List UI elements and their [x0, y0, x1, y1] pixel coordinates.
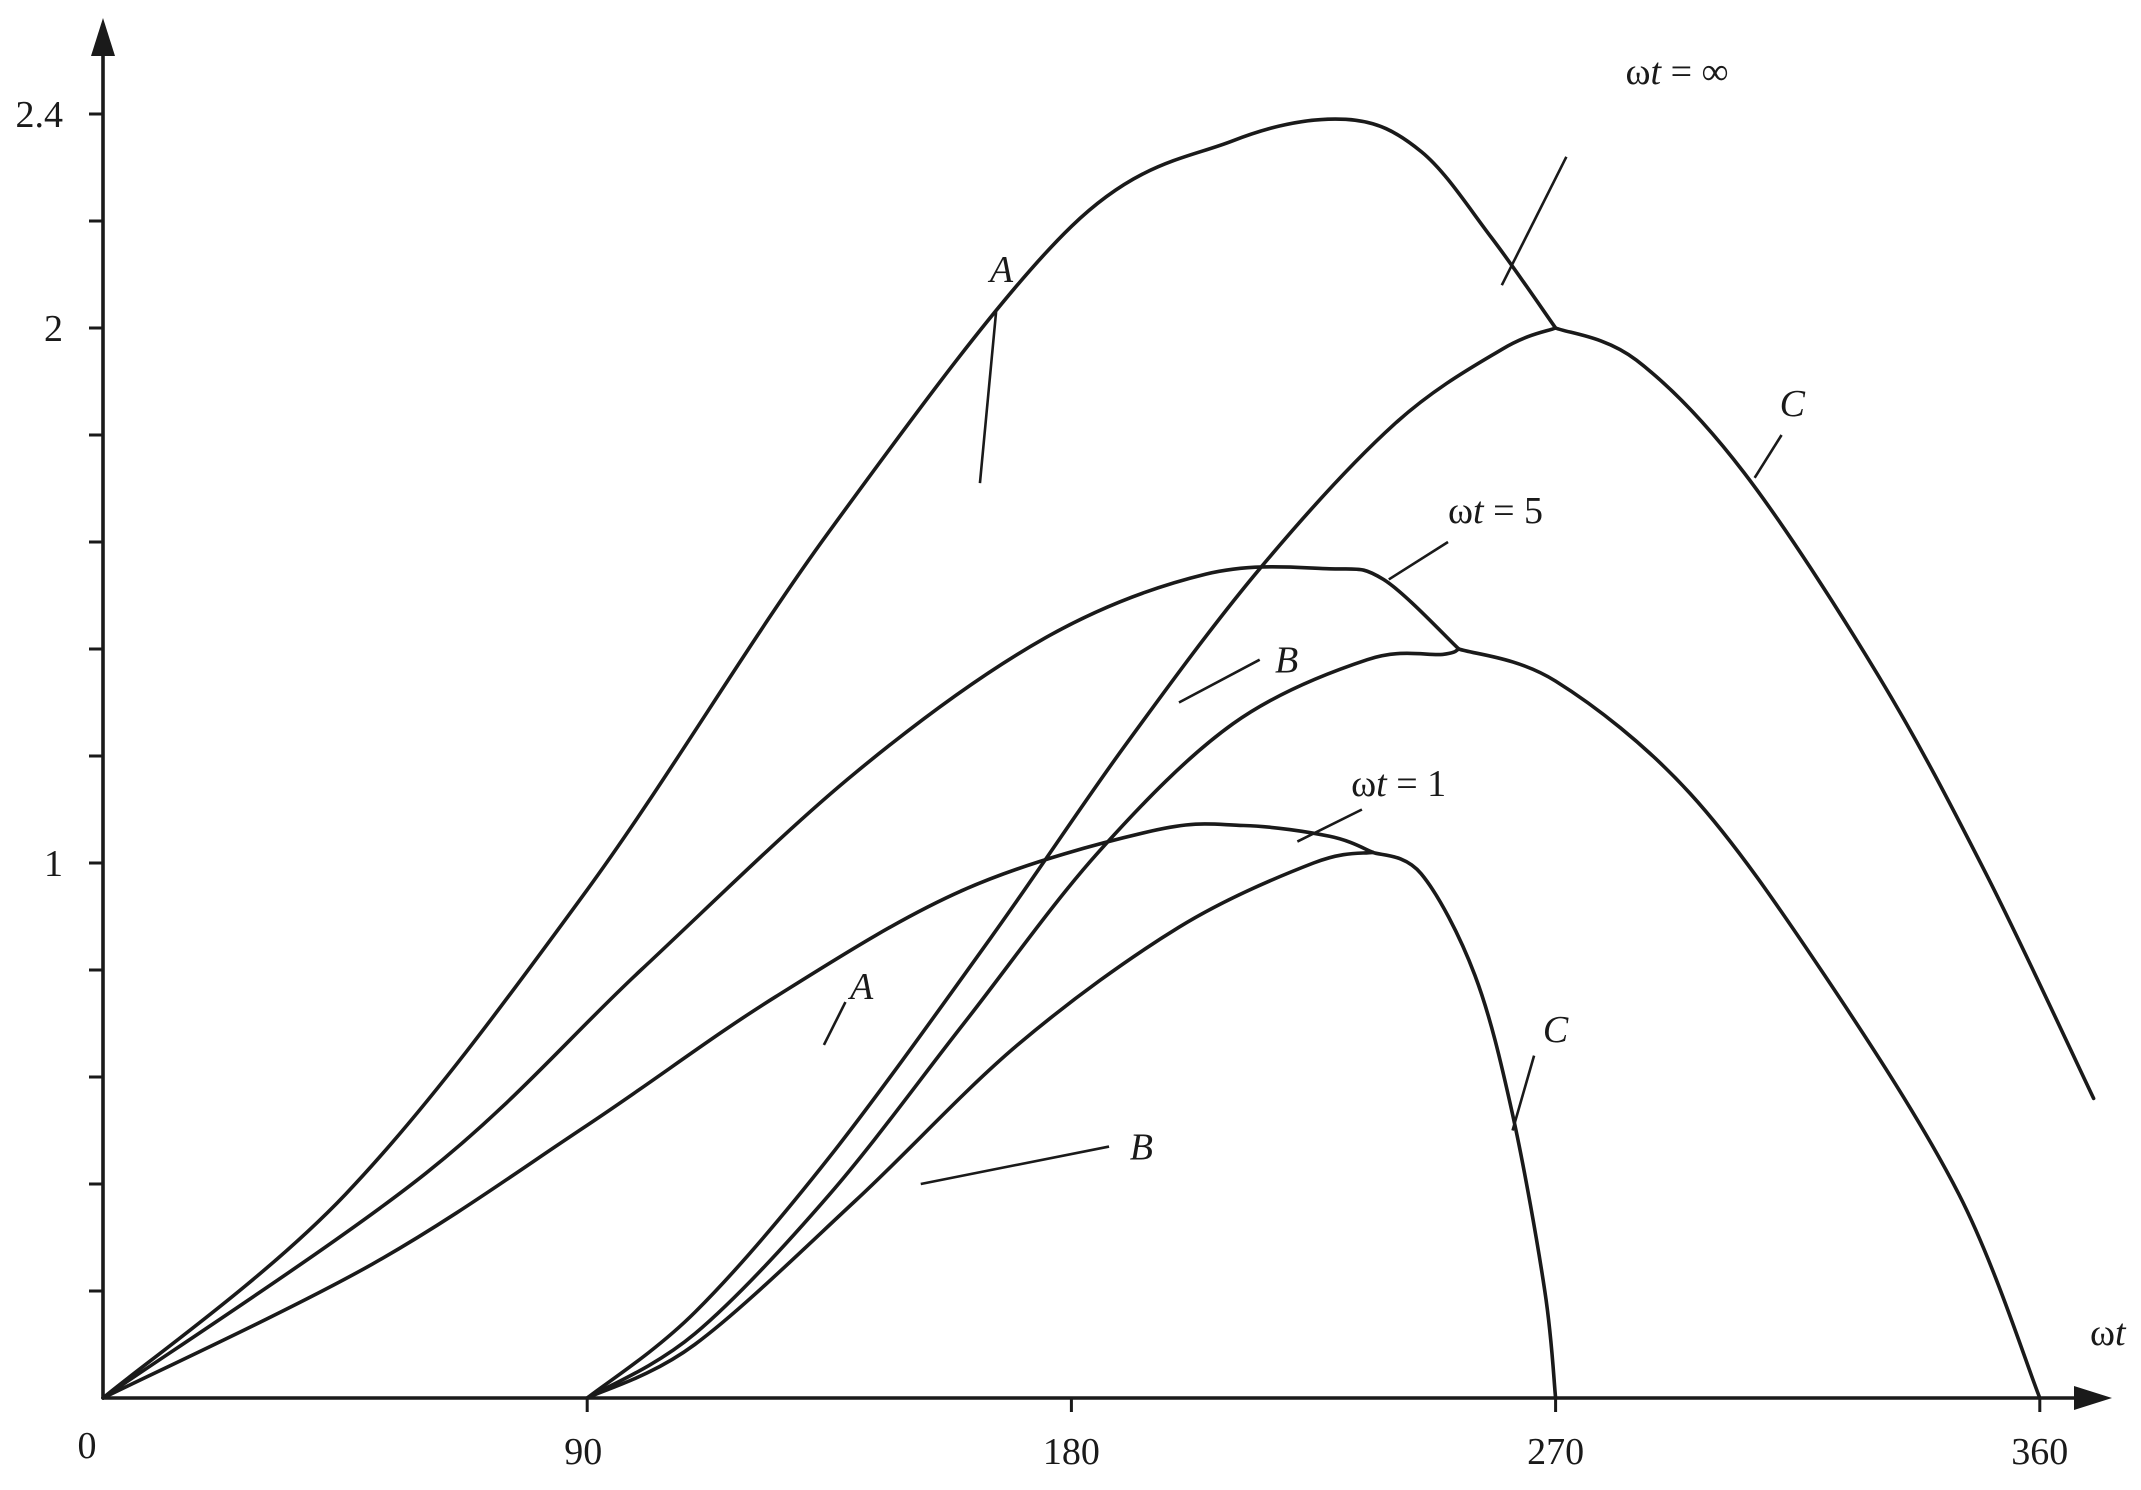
annotation-leader-line [978, 311, 998, 484]
x-tick-label: 180 [1043, 1431, 1100, 1473]
annotation-leader-line [920, 1145, 1110, 1186]
y-tick-label: 2 [44, 308, 63, 350]
annotation-label: B [1275, 640, 1298, 682]
curves [101, 117, 2096, 1400]
annotation-label: A [847, 966, 874, 1008]
x-axis-arrow [2074, 1386, 2112, 1410]
annotation-label: ωt = 1 [1351, 763, 1446, 805]
annotation-label: A [987, 249, 1014, 291]
annotation-leader-line [1500, 156, 1568, 286]
curve-C_inf [1553, 326, 2096, 1101]
x-axis-label: ωt [2090, 1312, 2127, 1354]
annotation-leader-line [1511, 1055, 1536, 1131]
annotation-leader-line [1753, 434, 1783, 479]
axes: 0 90 180 270 360 1 2 2.4 [16, 18, 2112, 1473]
annotation-leader-line [1388, 540, 1449, 581]
annotation-leader-line [822, 1001, 847, 1046]
annotation-label: C [1780, 383, 1806, 425]
y-axis-arrow [91, 18, 115, 56]
curve-A_1 [101, 822, 1375, 1400]
x-tick-label: 360 [2011, 1431, 2068, 1473]
x-tick-label: 270 [1527, 1431, 1584, 1473]
x-tick-label: 0 [78, 1425, 97, 1467]
annotation-label: ωt = ∞ [1626, 51, 1729, 93]
curve-B_1 [585, 850, 1375, 1400]
annotation-leader-line [1178, 658, 1261, 704]
curve-C_1 [1370, 850, 1558, 1400]
annotation-label: C [1543, 1009, 1569, 1051]
annotation-label: ωt = 5 [1448, 490, 1543, 532]
x-tick-label: 90 [564, 1431, 602, 1473]
y-tick-label: 1 [44, 843, 63, 885]
curve-A_inf [101, 117, 1558, 1400]
curve-B_5 [585, 647, 1461, 1400]
annotation-label: B [1130, 1127, 1153, 1169]
curve-A_5 [101, 564, 1461, 1400]
y-tick-label: 2.4 [16, 94, 64, 136]
curve-C_5 [1457, 647, 2042, 1400]
annotations: ωt = ∞ A Cωt = 5 Bωt = 1 A C B [822, 51, 1806, 1186]
annotation-leader-line [1296, 808, 1363, 843]
curve-B_inf [585, 326, 1558, 1400]
